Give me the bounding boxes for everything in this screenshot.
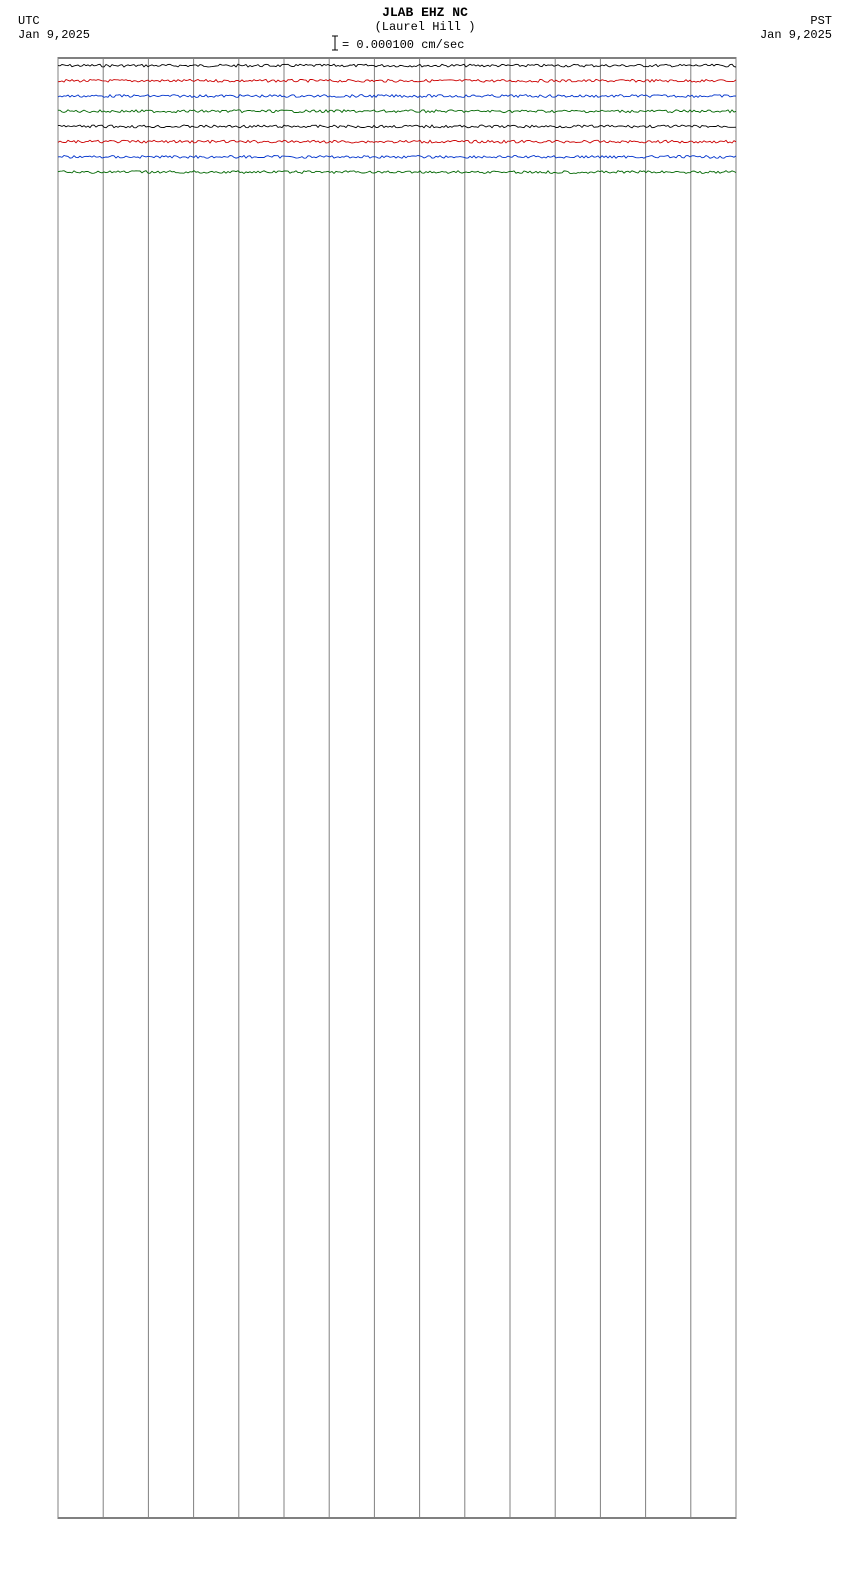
right-date: Jan 9,2025	[760, 28, 832, 42]
right-timezone: PST	[810, 14, 832, 28]
station-code: JLAB EHZ NC	[382, 5, 468, 20]
plot-background	[0, 0, 850, 1584]
left-date: Jan 9,2025	[18, 28, 90, 42]
scale-text: = 0.000100 cm/sec	[342, 38, 464, 52]
station-location: (Laurel Hill )	[375, 20, 476, 34]
left-timezone: UTC	[18, 14, 40, 28]
